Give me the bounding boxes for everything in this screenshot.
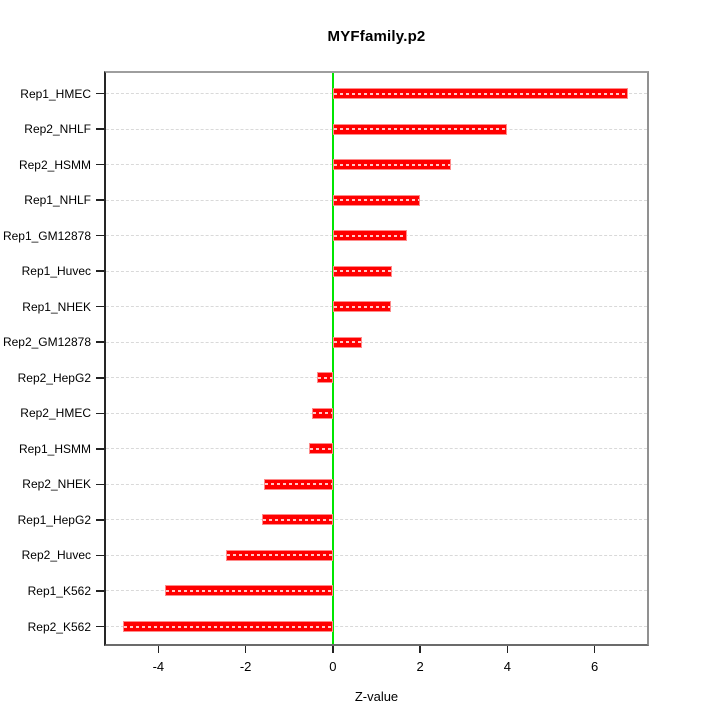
grid-line xyxy=(106,519,647,521)
x-tick-label: 6 xyxy=(591,659,599,674)
y-tick-label: Rep1_GM12878 xyxy=(2,228,91,243)
bar-dash-pattern xyxy=(333,341,362,344)
bar xyxy=(225,549,333,561)
bar xyxy=(261,514,333,526)
grid-line xyxy=(106,412,647,414)
x-tick xyxy=(157,646,160,653)
x-tick-label: 2 xyxy=(416,659,424,674)
bar xyxy=(332,301,391,313)
bar xyxy=(332,194,420,206)
grid-line xyxy=(106,626,647,627)
y-tick-label: Rep2_NHEK xyxy=(22,477,91,492)
bar xyxy=(332,159,451,171)
y-tick-label: Rep1_NHLF xyxy=(24,193,91,208)
bar-dash-pattern xyxy=(312,412,332,415)
x-tick xyxy=(244,646,247,653)
y-tick xyxy=(96,305,104,308)
bar-dash-pattern xyxy=(226,554,332,557)
bar xyxy=(332,265,393,277)
bar-dash-pattern xyxy=(124,625,332,628)
grid-line xyxy=(106,448,647,450)
bar xyxy=(332,336,363,348)
bar xyxy=(332,123,507,135)
bar-dash-pattern xyxy=(264,483,332,486)
zero-line xyxy=(331,73,334,644)
y-tick-label: Rep1_Huvec xyxy=(21,264,91,279)
bar-dash-pattern xyxy=(262,518,332,521)
y-tick-label: Rep2_HMEC xyxy=(20,406,91,421)
bar-dash-pattern xyxy=(333,199,419,202)
y-tick xyxy=(96,270,104,272)
y-tick xyxy=(96,128,104,130)
y-tick xyxy=(96,519,104,521)
y-tick-label: Rep1_NHEK xyxy=(22,299,91,314)
bar-dash-pattern xyxy=(333,270,392,273)
y-tick xyxy=(96,554,104,557)
x-tick-label: -2 xyxy=(239,659,252,674)
bar xyxy=(332,88,628,99)
y-tick-label: Rep2_HepG2 xyxy=(17,370,91,385)
x-axis-label: Z-value xyxy=(354,689,399,704)
bar-dash-pattern xyxy=(333,128,506,131)
y-tick-label: Rep1_HSMM xyxy=(18,441,91,456)
y-tick-label: Rep2_HSMM xyxy=(18,157,91,172)
y-tick xyxy=(96,92,104,95)
bar-dash-pattern xyxy=(333,305,390,308)
y-tick-label: Rep1_K562 xyxy=(27,583,91,598)
bar xyxy=(308,443,333,455)
grid-line xyxy=(106,341,647,343)
bar xyxy=(123,621,333,632)
bar-dash-pattern xyxy=(333,92,627,95)
y-tick xyxy=(96,341,104,343)
x-tick-label: 4 xyxy=(503,659,511,674)
x-tick-label: 0 xyxy=(329,659,337,674)
bar-dash-pattern xyxy=(333,234,407,237)
grid-line xyxy=(106,554,647,556)
grid-line xyxy=(106,377,647,379)
x-tick-label: -4 xyxy=(152,659,165,674)
y-tick-label: Rep2_GM12878 xyxy=(2,335,91,350)
x-tick xyxy=(332,646,334,653)
bar-dash-pattern xyxy=(333,163,450,166)
bar xyxy=(165,585,333,597)
grid-line xyxy=(106,483,647,485)
y-tick xyxy=(96,199,104,201)
y-tick xyxy=(96,163,104,166)
bar xyxy=(263,478,333,490)
y-tick xyxy=(96,448,104,450)
y-tick-label: Rep1_HMEC xyxy=(20,86,91,101)
bar-dash-pattern xyxy=(166,589,332,592)
x-tick xyxy=(419,646,421,653)
y-tick-label: Rep2_K562 xyxy=(27,619,91,634)
y-tick xyxy=(96,234,104,237)
bar xyxy=(316,372,333,384)
y-tick-label: Rep2_NHLF xyxy=(24,122,91,137)
bar xyxy=(332,230,408,242)
plot-area xyxy=(104,71,649,646)
grid-line xyxy=(106,590,647,592)
x-tick xyxy=(506,646,509,653)
bar-dash-pattern xyxy=(309,447,332,450)
bar-dash-pattern xyxy=(317,376,332,379)
y-tick xyxy=(96,377,104,379)
bar xyxy=(311,407,333,419)
y-tick-label: Rep2_Huvec xyxy=(21,548,91,563)
x-tick xyxy=(593,646,596,653)
y-tick-label: Rep1_HepG2 xyxy=(17,512,91,527)
chart-title: MYFfamily.p2 xyxy=(327,28,426,45)
y-tick xyxy=(96,625,104,628)
y-tick xyxy=(96,412,104,415)
y-tick xyxy=(96,590,104,592)
y-tick xyxy=(96,483,104,486)
